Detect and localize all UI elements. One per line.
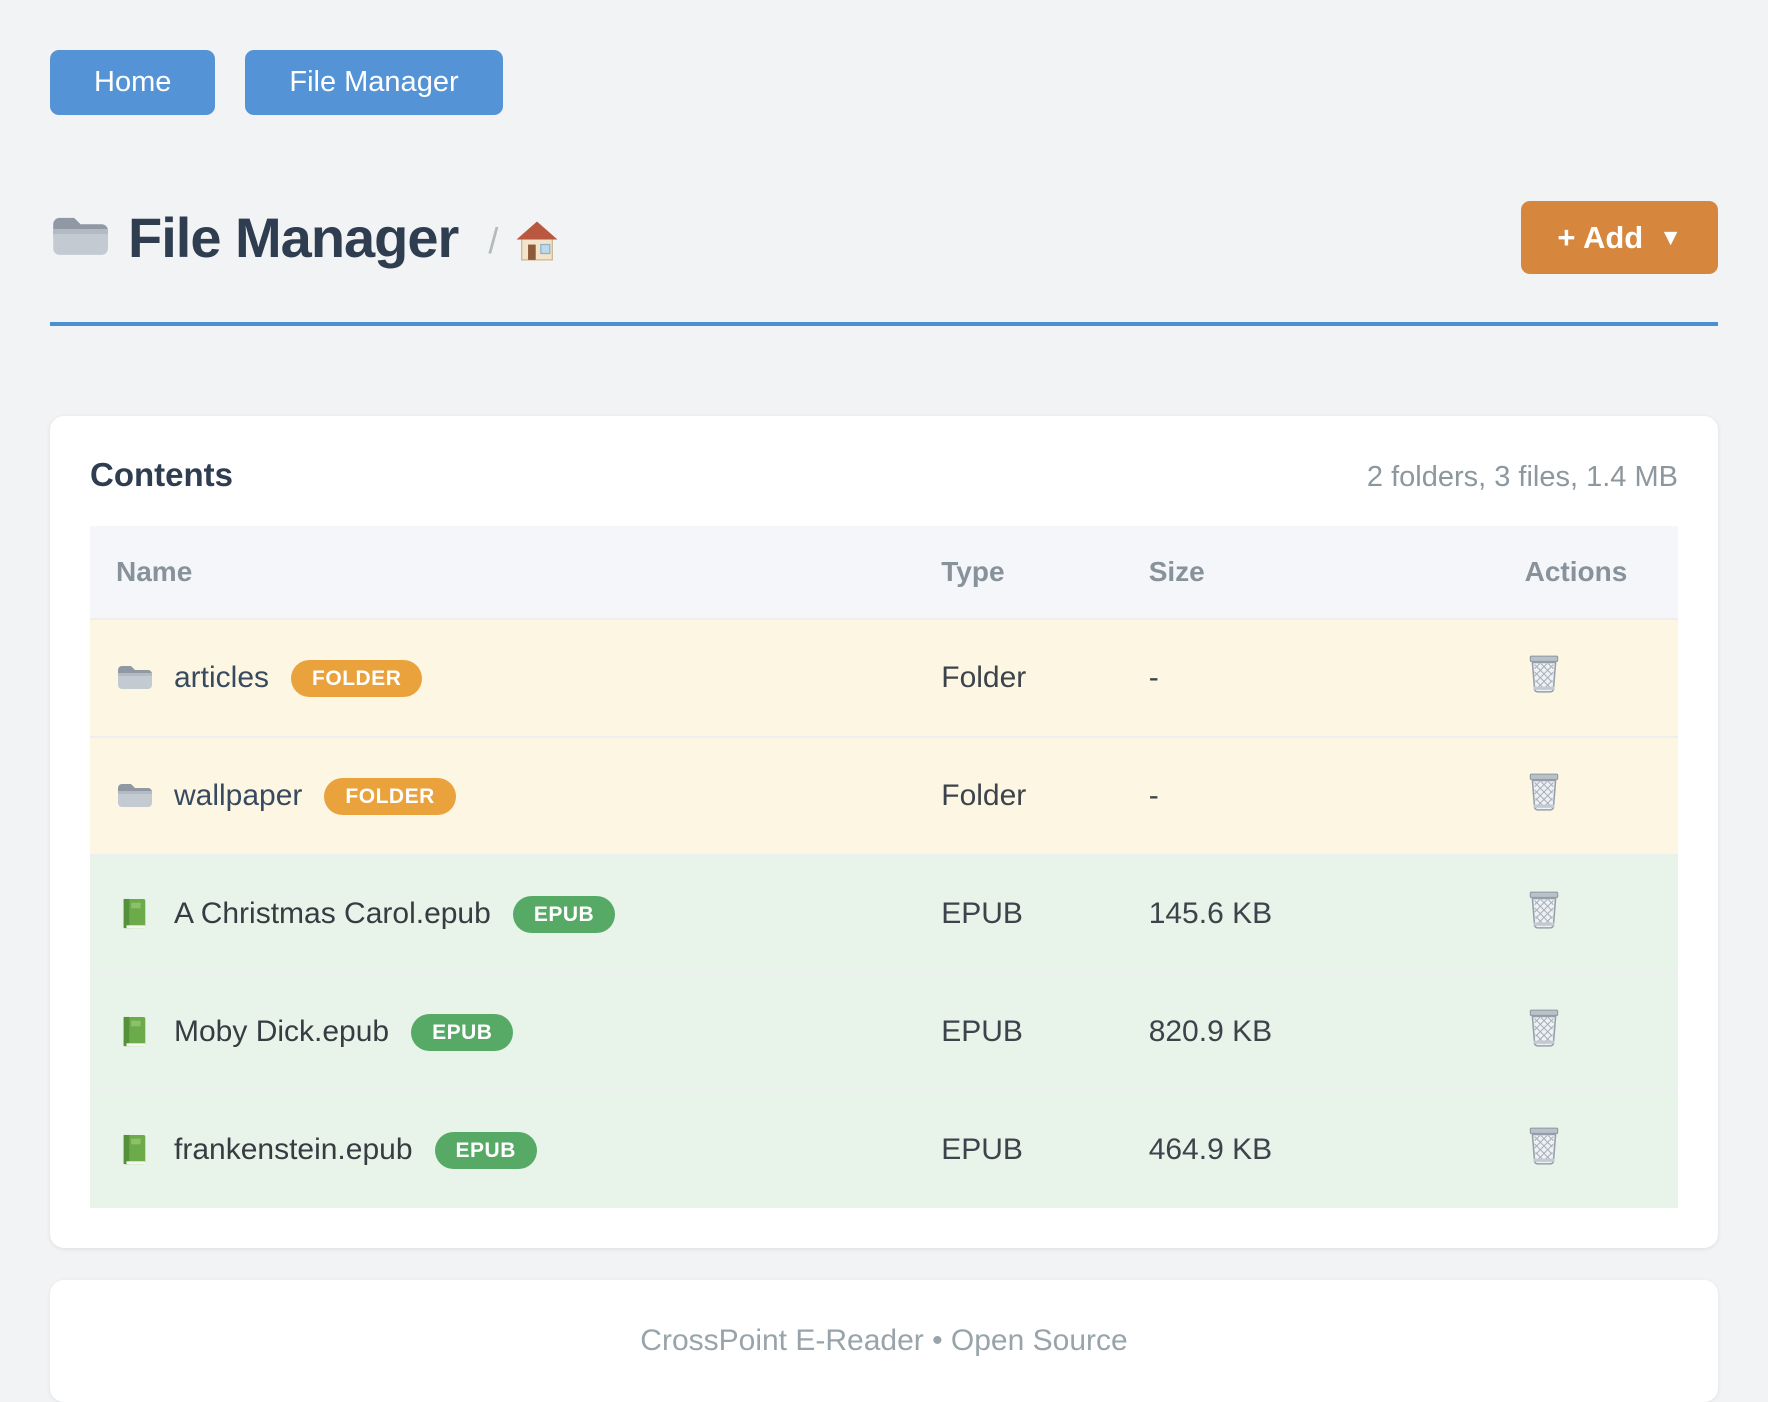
page-title: File Manager (128, 205, 459, 269)
file-name-label: A Christmas Carol.epub (174, 897, 491, 930)
file-name-label: Moby Dick.epub (174, 1015, 390, 1048)
footer-text: CrossPoint E-Reader • Open Source (640, 1324, 1128, 1357)
column-header-size: Size (1122, 526, 1499, 619)
file-size-cell: - (1148, 661, 1159, 694)
trash-icon (1525, 1127, 1563, 1169)
file-name-link[interactable]: frankenstein.epub EPUB (116, 1131, 889, 1169)
file-type-cell: EPUB (941, 1133, 1023, 1166)
column-header-type: Type (915, 526, 1123, 619)
contents-title: Contents (90, 456, 233, 493)
file-name-link[interactable]: wallpaper FOLDER (116, 777, 889, 815)
table-row: Moby Dick.epub EPUB EPUB 820.9 KB (90, 973, 1678, 1091)
table-row: frankenstein.epub EPUB EPUB 464.9 KB (90, 1091, 1678, 1208)
folder-icon (116, 780, 152, 812)
home-icon[interactable] (514, 219, 560, 263)
column-header-actions: Actions (1498, 526, 1678, 619)
home-button[interactable]: Home (50, 50, 216, 115)
folder-icon (50, 213, 108, 263)
title-underline (50, 322, 1718, 326)
file-type-cell: EPUB (941, 897, 1023, 930)
delete-button[interactable] (1525, 1126, 1563, 1166)
file-name-label: frankenstein.epub (174, 1133, 413, 1166)
file-type-badge: FOLDER (291, 659, 423, 697)
folder-icon (116, 662, 152, 694)
file-size-cell: 145.6 KB (1148, 897, 1273, 930)
files-table-body: articles FOLDER Folder - (90, 619, 1678, 1208)
trash-icon (1525, 773, 1563, 815)
delete-button[interactable] (1525, 1008, 1563, 1048)
book-icon (116, 1016, 152, 1048)
file-size-cell: - (1148, 779, 1159, 812)
trash-icon (1525, 655, 1563, 697)
delete-button[interactable] (1525, 654, 1563, 694)
book-icon (116, 898, 152, 930)
file-size-cell: 820.9 KB (1148, 1015, 1273, 1048)
chevron-down-icon: ▼ (1659, 224, 1682, 250)
trash-icon (1525, 1009, 1563, 1051)
contents-summary: 2 folders, 3 files, 1.4 MB (1366, 461, 1678, 493)
contents-card: Contents 2 folders, 3 files, 1.4 MB Name… (50, 416, 1718, 1248)
file-name-link[interactable]: A Christmas Carol.epub EPUB (116, 895, 889, 933)
delete-button[interactable] (1525, 772, 1563, 812)
book-icon (116, 1134, 152, 1166)
breadcrumb-separator: / (488, 219, 499, 261)
page-header: File Manager / + Add ▼ (50, 201, 1718, 274)
file-manager-button[interactable]: File Manager (245, 50, 503, 115)
file-name-label: articles (174, 661, 270, 694)
file-type-cell: Folder (941, 661, 1027, 694)
file-type-cell: EPUB (941, 1015, 1023, 1048)
top-nav: Home File Manager (50, 50, 1718, 115)
table-row: articles FOLDER Folder - (90, 619, 1678, 737)
delete-button[interactable] (1525, 890, 1563, 930)
table-row: A Christmas Carol.epub EPUB EPUB 145.6 K… (90, 855, 1678, 973)
trash-icon (1525, 891, 1563, 933)
files-table: Name Type Size Actions articles FOLDER F… (90, 526, 1678, 1208)
title-group: File Manager / (50, 205, 560, 269)
file-name-label: wallpaper (174, 779, 303, 812)
files-table-head: Name Type Size Actions (90, 526, 1678, 619)
add-button-label: + Add (1557, 220, 1644, 255)
file-type-badge: EPUB (411, 1013, 514, 1051)
file-type-cell: Folder (941, 779, 1027, 812)
file-type-badge: EPUB (434, 1131, 537, 1169)
file-size-cell: 464.9 KB (1148, 1133, 1273, 1166)
file-name-link[interactable]: Moby Dick.epub EPUB (116, 1013, 889, 1051)
file-type-badge: EPUB (512, 895, 616, 933)
add-button[interactable]: + Add ▼ (1521, 201, 1718, 274)
table-row: wallpaper FOLDER Folder - (90, 737, 1678, 855)
contents-card-header: Contents 2 folders, 3 files, 1.4 MB (90, 456, 1678, 494)
footer: CrossPoint E-Reader • Open Source (50, 1280, 1718, 1402)
file-name-link[interactable]: articles FOLDER (116, 659, 889, 697)
column-header-name: Name (90, 526, 916, 619)
file-type-badge: FOLDER (324, 777, 456, 815)
